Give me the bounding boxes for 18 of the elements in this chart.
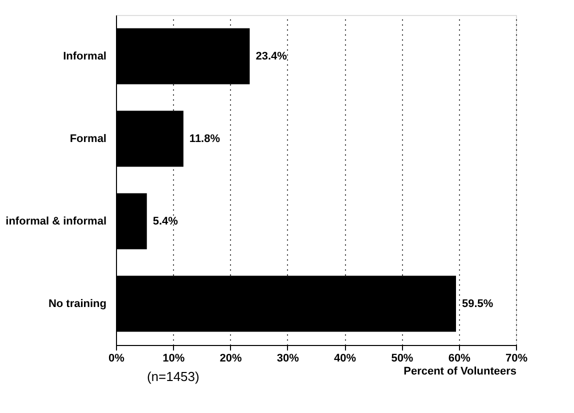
x-tick-label: 20% — [220, 352, 242, 364]
text: (n=1453) — [146, 369, 200, 384]
x-tick-label: 70% — [505, 352, 528, 364]
x-tick-label: 30% — [276, 352, 300, 364]
x-tick-label: 50% — [391, 352, 414, 364]
x-tick-label: 40% — [334, 352, 356, 364]
data-label: 5.4% — [152, 215, 178, 228]
y-tick-label: No training — [48, 298, 106, 310]
x-axis-title: Percent of Volunteers — [404, 366, 516, 378]
x-tick-label: 10% — [162, 352, 185, 364]
data-label: 59.5% — [462, 298, 494, 310]
y-tick-label: informal & informal — [6, 215, 106, 228]
y-tick-label: Formal — [70, 132, 106, 145]
x-tick-label: 0% — [108, 352, 125, 364]
y-tick-label: Informal — [63, 50, 106, 62]
data-label: 11.8% — [189, 132, 220, 145]
data-label: 23.4% — [256, 50, 288, 62]
x-tick-label: 60% — [448, 352, 471, 364]
